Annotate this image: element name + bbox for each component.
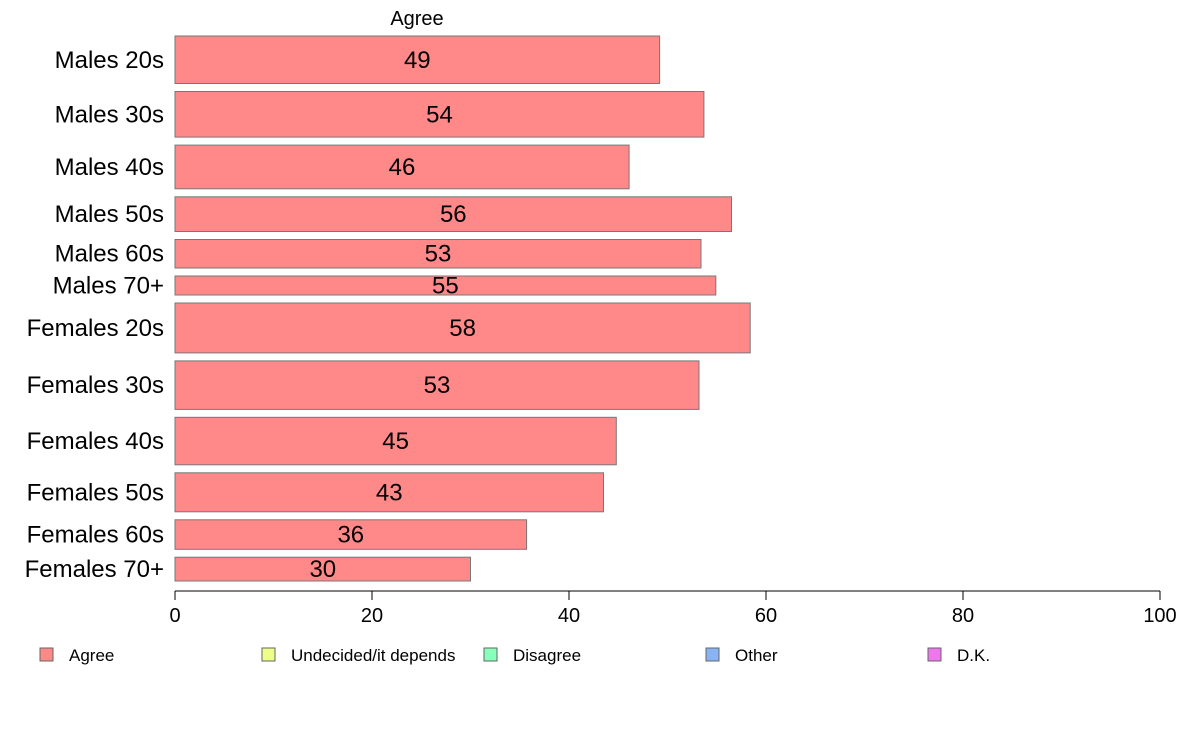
legend-swatch	[705, 647, 720, 662]
bar-value-label: 30	[309, 556, 336, 583]
category-label: Females 60s	[27, 522, 164, 549]
bar-males-70-	[174, 275, 717, 296]
bar-males-50s	[174, 196, 732, 233]
legend-label: Other	[735, 646, 778, 665]
legend-swatch	[483, 647, 498, 662]
bar-value-label: 53	[425, 241, 452, 268]
x-tick-label: 100	[1143, 605, 1176, 627]
bar-value-label: 58	[449, 315, 476, 342]
category-label: Females 70+	[25, 556, 164, 583]
bar-value-label: 43	[376, 479, 403, 506]
category-label: Males 40s	[55, 154, 164, 181]
bars-layer: 49 Males 20s 54 Males 30s 46 Males 40s 56 Males…	[25, 35, 751, 583]
bar-females-30s	[174, 360, 700, 410]
chart-title: Agree	[390, 8, 443, 30]
bar-value-label: 54	[426, 101, 453, 128]
category-label: Males 20s	[55, 47, 164, 74]
bar-females-60s	[174, 519, 528, 550]
bar-females-50s	[174, 472, 604, 513]
legend: Agree Undecided/it depends Disagree Other D.…	[39, 646, 990, 665]
x-tick-label: 60	[755, 605, 777, 627]
legend-swatch	[39, 647, 54, 662]
bar-males-30s	[174, 91, 705, 138]
x-tick-label: 20	[361, 605, 383, 627]
legend-label: Agree	[69, 646, 114, 665]
bar-value-label: 45	[382, 428, 409, 455]
bar-value-label: 46	[389, 154, 416, 181]
x-tick-label: 0	[169, 605, 180, 627]
x-tick-label: 80	[952, 605, 974, 627]
bar-value-label: 55	[432, 273, 459, 300]
legend-swatch	[261, 647, 276, 662]
bar-value-label: 36	[337, 522, 364, 549]
legend-label: D.K.	[957, 646, 990, 665]
category-label: Males 50s	[55, 201, 164, 228]
category-label: Females 30s	[27, 372, 164, 399]
bar-females-20s	[174, 302, 751, 354]
legend-label: Undecided/it depends	[291, 646, 455, 665]
category-label: Males 30s	[55, 101, 164, 128]
bar-females-40s	[174, 416, 617, 466]
legend-label: Disagree	[513, 646, 581, 665]
bar-value-label: 49	[404, 47, 431, 74]
bar-value-label: 56	[440, 201, 467, 228]
bar-females-70-	[174, 556, 471, 582]
category-label: Females 40s	[27, 428, 164, 455]
x-axis: 0 20 40 60 80 100	[169, 590, 1177, 627]
bar-males-20s	[174, 35, 661, 84]
bar-males-40s	[174, 144, 630, 190]
bar-males-60s	[174, 239, 702, 269]
category-label: Females 20s	[27, 315, 164, 342]
category-label: Females 50s	[27, 479, 164, 506]
bar-value-label: 53	[424, 372, 451, 399]
category-label: Males 70+	[53, 273, 164, 300]
legend-swatch	[927, 647, 942, 662]
x-tick-label: 40	[558, 605, 580, 627]
category-label: Males 60s	[55, 241, 164, 268]
